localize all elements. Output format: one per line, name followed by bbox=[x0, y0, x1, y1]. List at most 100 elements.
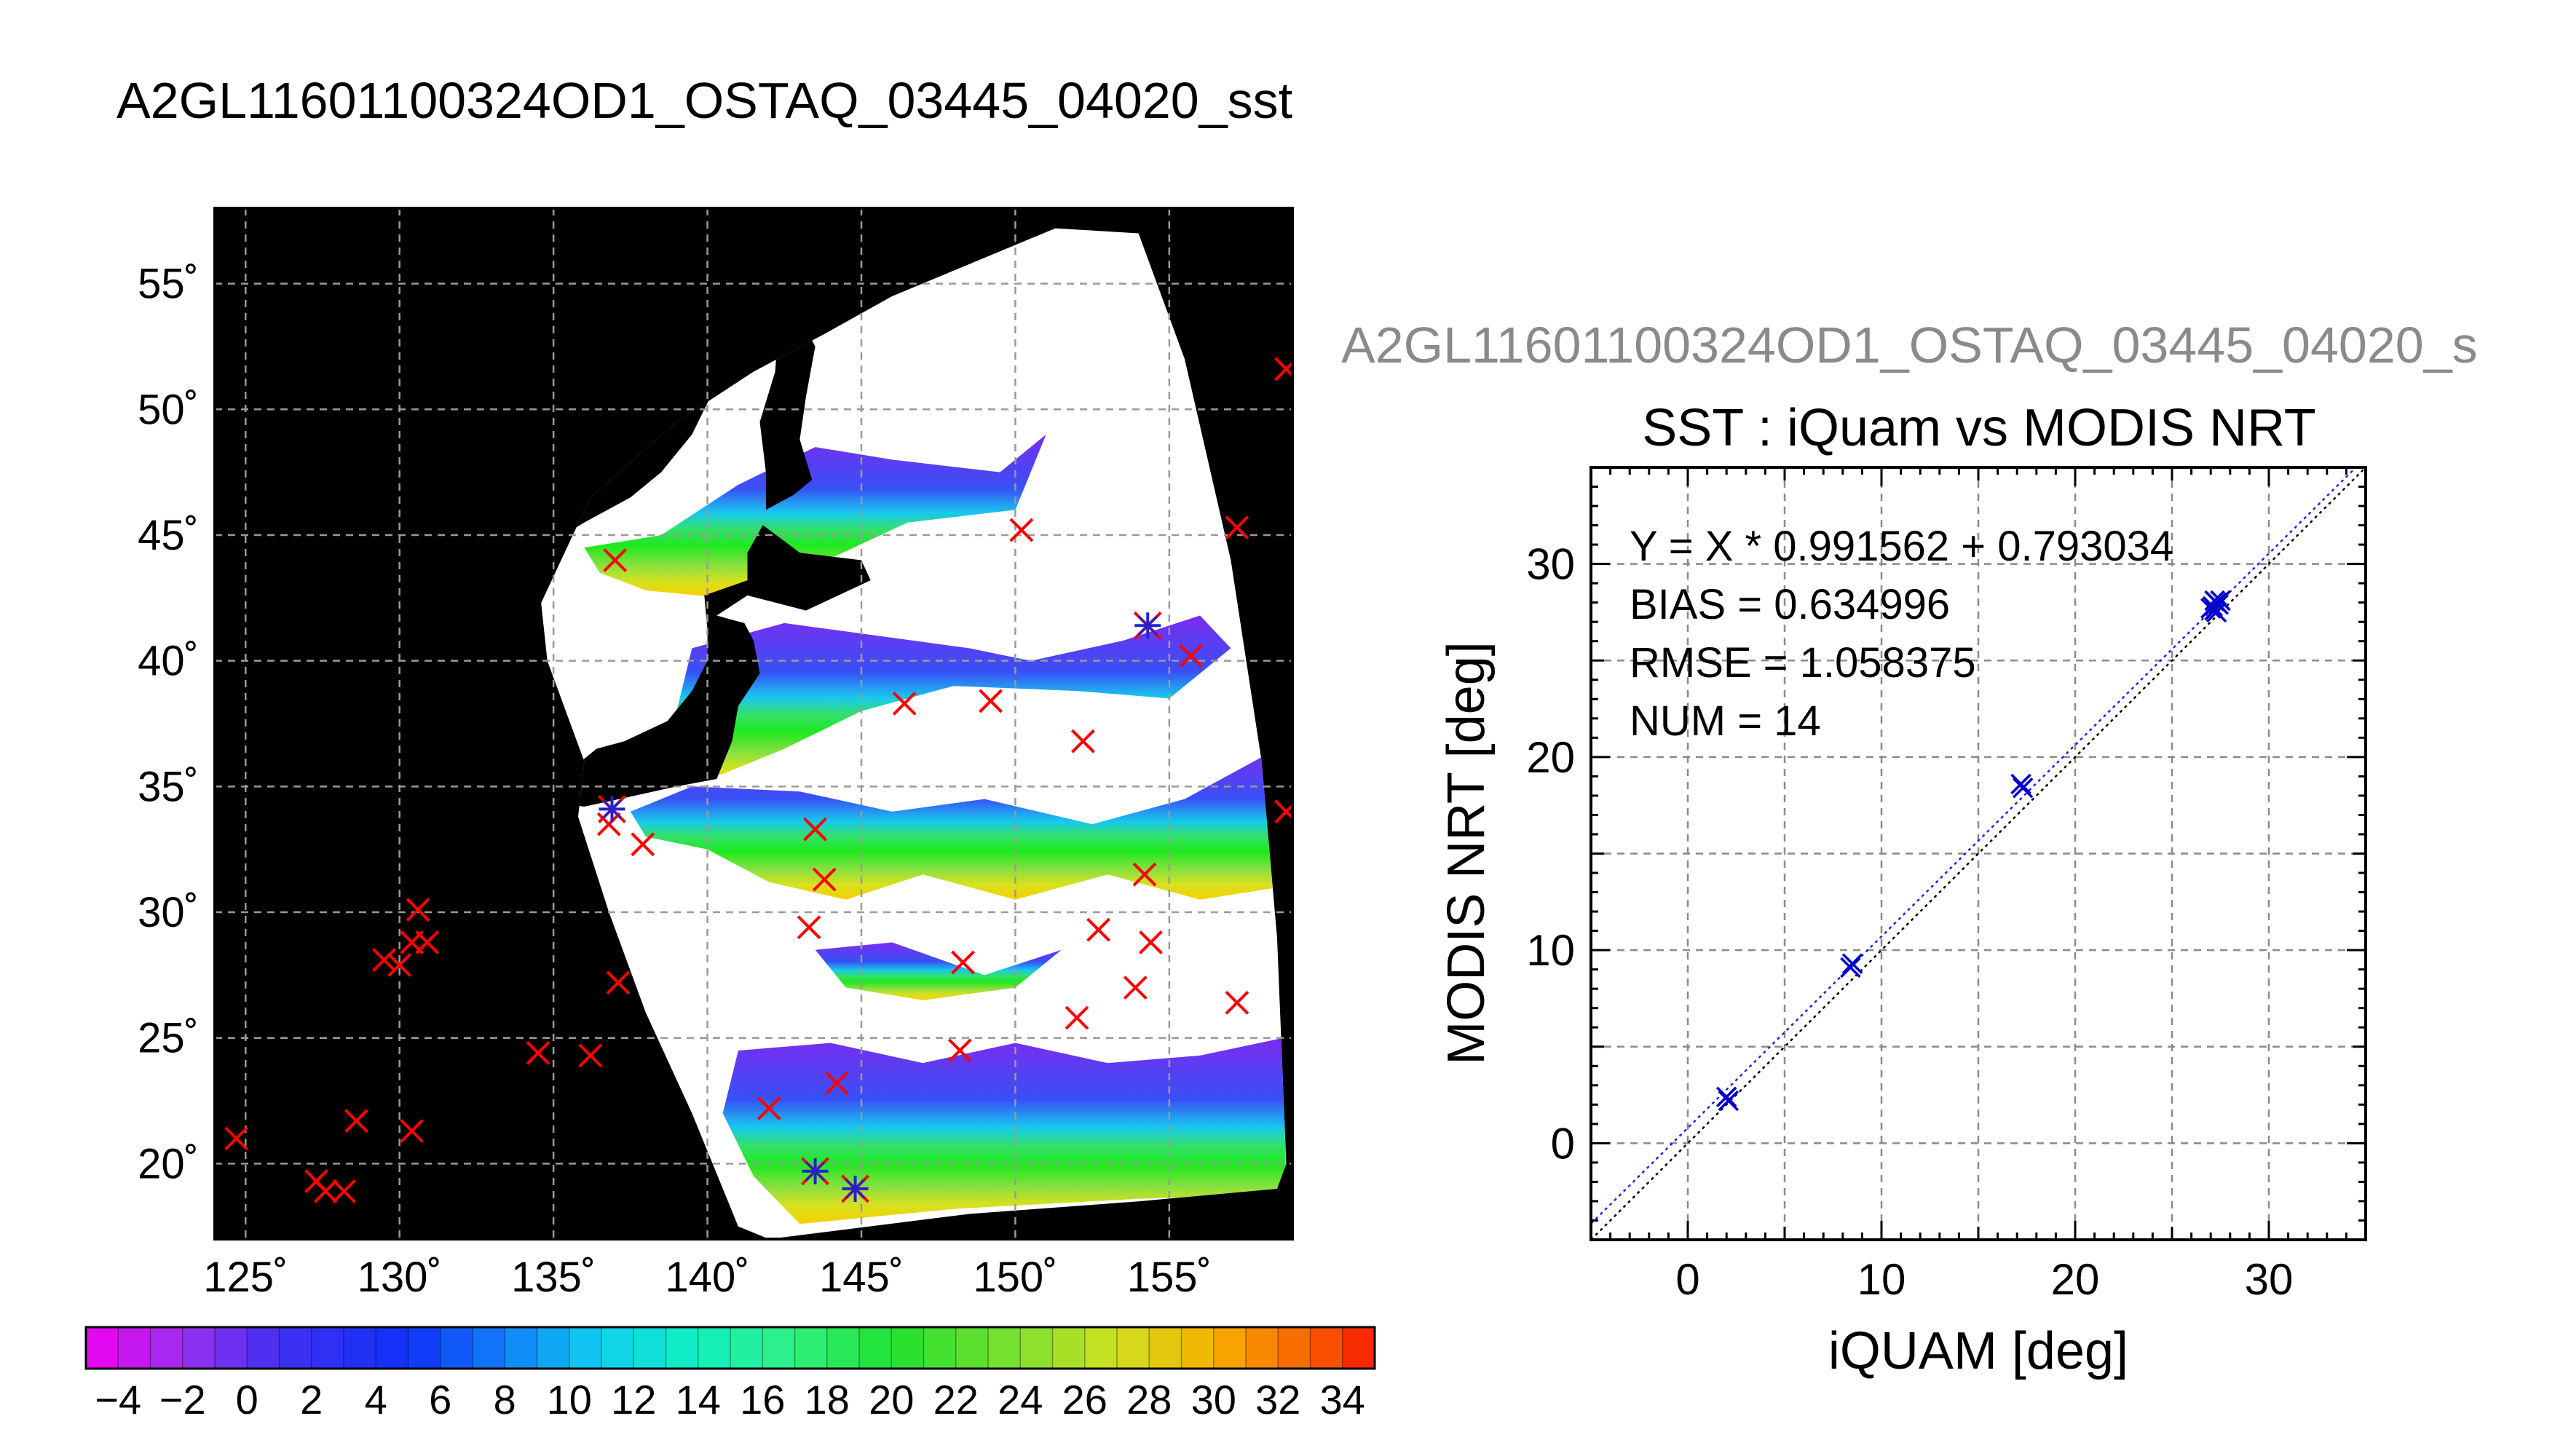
iquam-marker bbox=[526, 1041, 550, 1065]
colorbar-segment bbox=[1342, 1327, 1375, 1369]
colorbar-tick-label: 2 bbox=[300, 1377, 323, 1423]
map-lat-label: 50˚ bbox=[138, 386, 199, 433]
iquam-marker bbox=[313, 1179, 338, 1203]
colorbar-tick-label: 32 bbox=[1255, 1377, 1300, 1423]
colorbar-segment bbox=[1213, 1327, 1247, 1369]
scatter-file-title: A2GL11601100324OD1_OSTAQ_03445_04020_s bbox=[1341, 317, 2478, 373]
map-lat-label: 35˚ bbox=[138, 763, 199, 810]
iquam-marker bbox=[1009, 518, 1034, 542]
colorbar-segment bbox=[666, 1327, 699, 1369]
map-lon-label: 130˚ bbox=[358, 1254, 442, 1301]
iquam-marker bbox=[606, 970, 631, 995]
matchup-marker bbox=[598, 795, 626, 823]
scatter-point bbox=[1840, 957, 1861, 978]
iquam-marker bbox=[1086, 917, 1111, 942]
colorbar-segment bbox=[344, 1327, 376, 1369]
iquam-marker bbox=[387, 953, 412, 977]
scatter-ticks: 0 10 20 30 0 10 20 30 bbox=[1526, 466, 2367, 1304]
iquam-marker bbox=[803, 817, 827, 842]
colorbar-tick-label: 16 bbox=[740, 1377, 785, 1423]
iquam-marker bbox=[631, 832, 655, 857]
colorbar-segment bbox=[859, 1327, 892, 1369]
scatter-y-tick-label: 30 bbox=[1526, 540, 1575, 589]
scatter-y-tick-label: 20 bbox=[1526, 733, 1575, 782]
map-lon-label: 140˚ bbox=[666, 1254, 750, 1301]
colorbar-segment bbox=[826, 1327, 860, 1369]
regression-line bbox=[1591, 467, 2358, 1224]
iquam-marker bbox=[1225, 515, 1249, 540]
colorbar-segment bbox=[955, 1327, 989, 1369]
iquam-marker bbox=[344, 1109, 368, 1133]
iquam-marker bbox=[1065, 1005, 1089, 1030]
colorbar-segment bbox=[440, 1327, 473, 1369]
scatter-x-tick-label: 0 bbox=[1675, 1255, 1699, 1304]
land-asia-coast bbox=[541, 228, 1016, 561]
iquam-marker bbox=[372, 948, 396, 973]
iquam-marker bbox=[1274, 799, 1292, 824]
map-lat-label: 45˚ bbox=[138, 512, 199, 559]
sst-cloud-free-region-east bbox=[722, 1037, 1287, 1224]
colorbar-segment bbox=[1020, 1327, 1053, 1369]
colorbar-tick-label: 10 bbox=[547, 1377, 592, 1423]
one-to-one-line bbox=[1591, 467, 2366, 1240]
iquam-marker bbox=[824, 1071, 849, 1096]
map-lon-label: 155˚ bbox=[1127, 1254, 1212, 1301]
scatter-point bbox=[2012, 778, 2034, 799]
colorbar-segment bbox=[311, 1327, 344, 1369]
colorbar-segment bbox=[1084, 1327, 1118, 1369]
iquam-marker bbox=[400, 1119, 424, 1143]
colorbar-tick-label: 14 bbox=[676, 1377, 721, 1423]
iquam-marker bbox=[797, 915, 821, 940]
colorbar-segment bbox=[86, 1327, 119, 1369]
satellite-swath bbox=[541, 228, 1287, 1239]
colorbar-tick-label: 30 bbox=[1191, 1377, 1236, 1423]
iquam-marker bbox=[1274, 357, 1292, 381]
colorbar-segment bbox=[1278, 1327, 1311, 1369]
map-lat-label: 25˚ bbox=[138, 1015, 199, 1062]
colorbar-segment bbox=[988, 1327, 1021, 1369]
scatter-x-label: iQUAM [deg] bbox=[1828, 1322, 2128, 1380]
scatter-stat-line: NUM = 14 bbox=[1630, 697, 1821, 745]
colorbar-segment bbox=[1052, 1327, 1086, 1369]
colorbar-segment bbox=[376, 1327, 408, 1369]
colorbar-tick-label: 4 bbox=[365, 1377, 387, 1423]
iquam-marker bbox=[596, 812, 621, 836]
colorbar-segment bbox=[633, 1327, 666, 1369]
sst-cloud-free-region-south bbox=[630, 748, 1281, 900]
colorbar-frame bbox=[84, 1326, 1376, 1370]
map-axis-labels: 125˚ 130˚ 135˚ 140˚ 145˚ 150˚ 155˚ 20˚ 25˚ 30˚ 35˚… bbox=[138, 261, 1212, 1301]
scatter-gridlines bbox=[1591, 467, 2366, 1240]
colorbar-tick-label: 34 bbox=[1320, 1377, 1365, 1423]
colorbar-tick-label: 22 bbox=[933, 1377, 979, 1423]
iquam-marker bbox=[603, 548, 628, 572]
map-title: A2GL11601100324OD1_OSTAQ_03445_04020_sst bbox=[117, 72, 1292, 129]
land-honshu-hokkaido bbox=[541, 525, 871, 807]
scatter-stat-line: BIAS = 0.634996 bbox=[1630, 581, 1950, 628]
scatter-point bbox=[1841, 953, 1863, 974]
scatter-y-label: MODIS NRT [deg] bbox=[1437, 641, 1496, 1065]
iquam-marker bbox=[1139, 930, 1163, 954]
scatter-stat-line: RMSE = 1.058375 bbox=[1630, 639, 1976, 687]
colorbar-segment bbox=[762, 1327, 795, 1369]
colorbar-segment bbox=[408, 1327, 441, 1369]
colorbar-segment bbox=[473, 1327, 505, 1369]
colorbar-segment bbox=[247, 1327, 280, 1369]
scatter-title: SST : iQuam vs MODIS NRT bbox=[1642, 399, 2316, 457]
colorbar-tick-label: −4 bbox=[95, 1377, 141, 1423]
colorbar-segment bbox=[891, 1327, 924, 1369]
scatter-lines bbox=[1591, 467, 2366, 1240]
colorbar-segment bbox=[698, 1327, 731, 1369]
colorbar-tick-label: 0 bbox=[236, 1377, 258, 1423]
map-lon-label: 135˚ bbox=[511, 1254, 596, 1301]
iquam-marker bbox=[979, 689, 1003, 713]
map-gridlines bbox=[215, 208, 1292, 1239]
matchup-marker bbox=[1133, 611, 1162, 640]
scatter-stat-line: Y = X * 0.991562 + 0.793034 bbox=[1630, 523, 2173, 570]
map-frame bbox=[213, 207, 1294, 1241]
colorbar-tick-label: 24 bbox=[998, 1377, 1043, 1423]
colorbar-segment bbox=[182, 1327, 216, 1369]
iquam-marker bbox=[415, 930, 440, 954]
colorbar-segment bbox=[1181, 1327, 1215, 1369]
colorbar-segment bbox=[1246, 1327, 1279, 1369]
